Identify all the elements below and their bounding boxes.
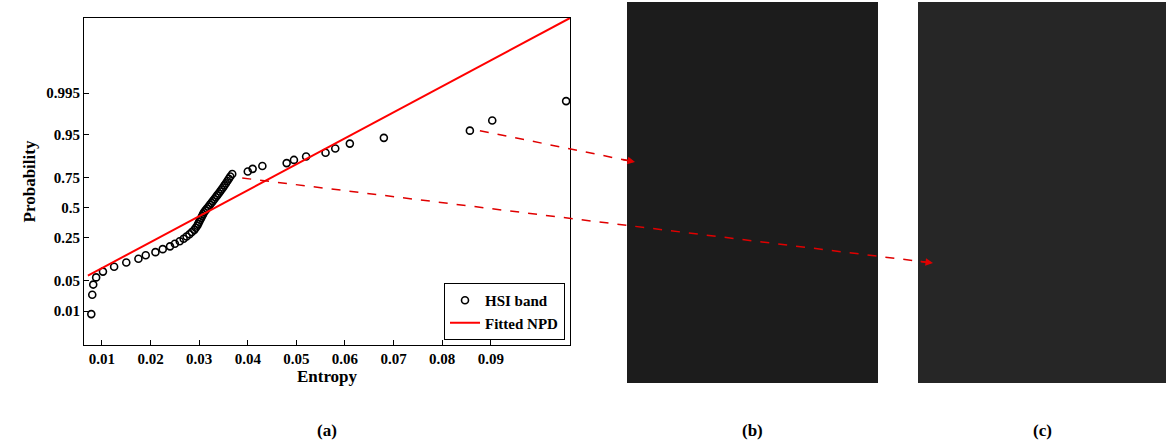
svg-text:0.02: 0.02 bbox=[137, 351, 163, 367]
svg-text:0.06: 0.06 bbox=[332, 351, 359, 367]
svg-text:0.01: 0.01 bbox=[54, 303, 80, 319]
svg-text:0.95: 0.95 bbox=[54, 127, 80, 143]
svg-text:0.04: 0.04 bbox=[235, 351, 262, 367]
svg-text:(a): (a) bbox=[317, 421, 337, 440]
svg-text:0.05: 0.05 bbox=[54, 273, 80, 289]
svg-text:Probability: Probability bbox=[20, 140, 39, 222]
svg-text:Entropy: Entropy bbox=[297, 367, 358, 386]
svg-text:(c): (c) bbox=[1033, 421, 1052, 440]
svg-text:Fitted NPD: Fitted NPD bbox=[485, 316, 558, 332]
svg-text:0.75: 0.75 bbox=[54, 170, 80, 186]
svg-text:HSI band: HSI band bbox=[485, 293, 548, 309]
svg-text:0.01: 0.01 bbox=[89, 351, 115, 367]
svg-text:0.07: 0.07 bbox=[380, 351, 407, 367]
svg-text:0.05: 0.05 bbox=[283, 351, 309, 367]
svg-text:0.995: 0.995 bbox=[46, 85, 80, 101]
svg-text:0.08: 0.08 bbox=[429, 351, 455, 367]
svg-text:0.09: 0.09 bbox=[478, 351, 504, 367]
svg-text:(b): (b) bbox=[742, 421, 763, 440]
svg-text:0.03: 0.03 bbox=[186, 351, 212, 367]
svg-text:0.5: 0.5 bbox=[61, 200, 80, 216]
svg-text:0.25: 0.25 bbox=[54, 230, 80, 246]
